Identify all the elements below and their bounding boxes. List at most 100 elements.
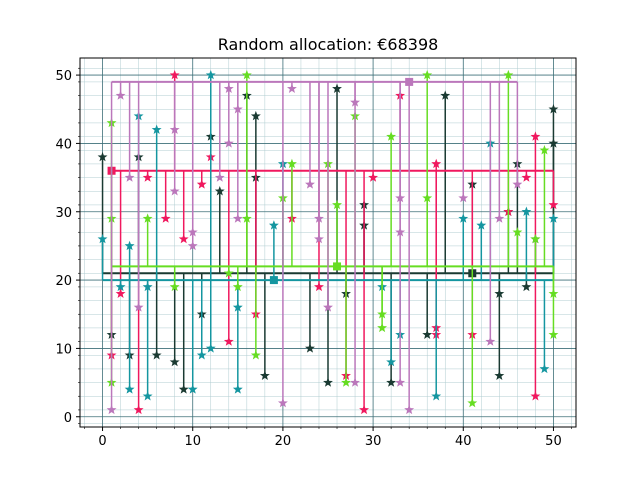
series-2-point-24 xyxy=(539,363,550,374)
series-3-point-26 xyxy=(548,288,559,298)
series-1-point-24 xyxy=(530,391,541,401)
series-0-point-20 xyxy=(386,377,397,387)
series-0-point-16 xyxy=(332,83,342,93)
series-4-point-21 xyxy=(395,192,406,203)
series-2-point-8 xyxy=(187,384,198,394)
series-4-point-10 xyxy=(223,138,234,148)
series-1-point-2 xyxy=(133,404,144,415)
series-3-point-13 xyxy=(332,199,342,210)
series-4-point-14 xyxy=(286,83,297,93)
series-4-point-24 xyxy=(404,404,415,415)
x-tick-label: 10 xyxy=(184,434,201,449)
series-4-point-18 xyxy=(323,302,333,312)
series-4-point-27 xyxy=(494,213,505,223)
series-1-point-23 xyxy=(530,131,541,141)
series-1-point-12 xyxy=(314,281,324,292)
series-2-point-7 xyxy=(151,124,162,134)
series-2-point-6 xyxy=(142,391,153,401)
series-3-point-4 xyxy=(169,281,180,292)
series-0-point-25 xyxy=(494,370,505,380)
series-1-point-14 xyxy=(359,404,370,415)
series-2-point-2 xyxy=(124,240,135,251)
series-4-point-23 xyxy=(395,377,406,387)
series-0-point-5 xyxy=(169,356,180,367)
series-2-point-12 xyxy=(232,384,243,394)
series-0-point-0 xyxy=(97,151,108,162)
series-3-center xyxy=(333,262,342,271)
series-2-point-11 xyxy=(205,343,216,353)
series-0-point-21 xyxy=(422,329,433,339)
series-4-point-19 xyxy=(350,97,360,107)
series-4-point-5 xyxy=(169,186,180,196)
series-4 xyxy=(106,77,523,415)
series-2-point-19 xyxy=(431,391,442,401)
series-3-point-9 xyxy=(250,350,261,360)
series-0-point-24 xyxy=(494,288,505,298)
series-2-center xyxy=(269,276,278,285)
series-0-point-13 xyxy=(259,370,270,380)
x-tick-label: 40 xyxy=(455,434,472,449)
y-tick-label: 30 xyxy=(55,206,72,221)
plot-frame xyxy=(79,57,577,428)
series-4-point-4 xyxy=(169,124,180,134)
series-3-point-11 xyxy=(286,158,297,169)
x-tick-label: 20 xyxy=(275,434,292,449)
series-2-point-10 xyxy=(205,69,216,80)
x-tick-label: 0 xyxy=(98,434,106,449)
x-tick-label: 30 xyxy=(365,434,382,449)
series-1 xyxy=(106,69,559,415)
y-tick-label: 10 xyxy=(55,342,72,357)
series-4-point-26 xyxy=(485,336,496,346)
series-2-point-13 xyxy=(232,302,243,312)
series-0-point-11 xyxy=(250,110,261,121)
series-0-point-6 xyxy=(178,384,189,394)
y-tick-label: 50 xyxy=(55,69,72,84)
series-3-point-5 xyxy=(223,268,234,278)
series-4-point-7 xyxy=(187,240,198,251)
series-0-point-14 xyxy=(305,343,315,353)
axis-ticks: 0 10 20 30 40 50 0 10 20 30 40 50 xyxy=(55,67,572,449)
series-2-point-25 xyxy=(548,213,559,223)
series-3-point-16 xyxy=(377,322,388,333)
series-4-center xyxy=(405,77,414,86)
series-3-point-25 xyxy=(539,145,550,155)
series-2-point-9 xyxy=(196,350,207,360)
series-3-point-17 xyxy=(377,309,388,319)
series-3-point-27 xyxy=(548,329,559,339)
series-2-point-20 xyxy=(458,213,469,223)
series-3-point-3 xyxy=(142,213,153,223)
series-4-point-11 xyxy=(232,104,243,114)
series-3-point-20 xyxy=(422,192,433,203)
series-4-point-12 xyxy=(232,213,243,223)
series-0-point-9 xyxy=(214,186,225,196)
series-2-point-3 xyxy=(124,384,135,394)
series-4-point-16 xyxy=(314,213,324,223)
series-3-point-21 xyxy=(467,397,478,408)
series-2-point-23 xyxy=(521,206,532,216)
series-4-point-8 xyxy=(214,172,225,182)
series-3-point-6 xyxy=(232,281,243,292)
series-0-point-31 xyxy=(548,138,559,148)
x-tick-label: 50 xyxy=(545,434,562,449)
series-1-point-6 xyxy=(178,233,189,244)
series-4-point-22 xyxy=(395,227,406,237)
series-4-point-25 xyxy=(458,192,469,203)
series-1-point-1 xyxy=(115,288,126,298)
series-4-point-0 xyxy=(106,404,117,415)
chart-title: Random allocation: €68398 xyxy=(218,35,439,54)
series-4-point-2 xyxy=(124,172,135,182)
series-1-point-9 xyxy=(223,336,234,346)
series-4-point-1 xyxy=(115,90,126,100)
y-tick-label: 20 xyxy=(55,274,72,289)
series-0-point-4 xyxy=(151,350,162,360)
series-3-point-18 xyxy=(386,131,397,141)
series-layer xyxy=(97,69,559,415)
series-3-point-23 xyxy=(512,227,523,237)
series-1-point-25 xyxy=(548,199,559,210)
series-1-point-4 xyxy=(160,213,171,223)
series-4-point-17 xyxy=(314,233,324,244)
series-2-point-5 xyxy=(142,281,153,292)
series-0-point-15 xyxy=(323,377,333,387)
series-3-point-22 xyxy=(503,69,514,80)
